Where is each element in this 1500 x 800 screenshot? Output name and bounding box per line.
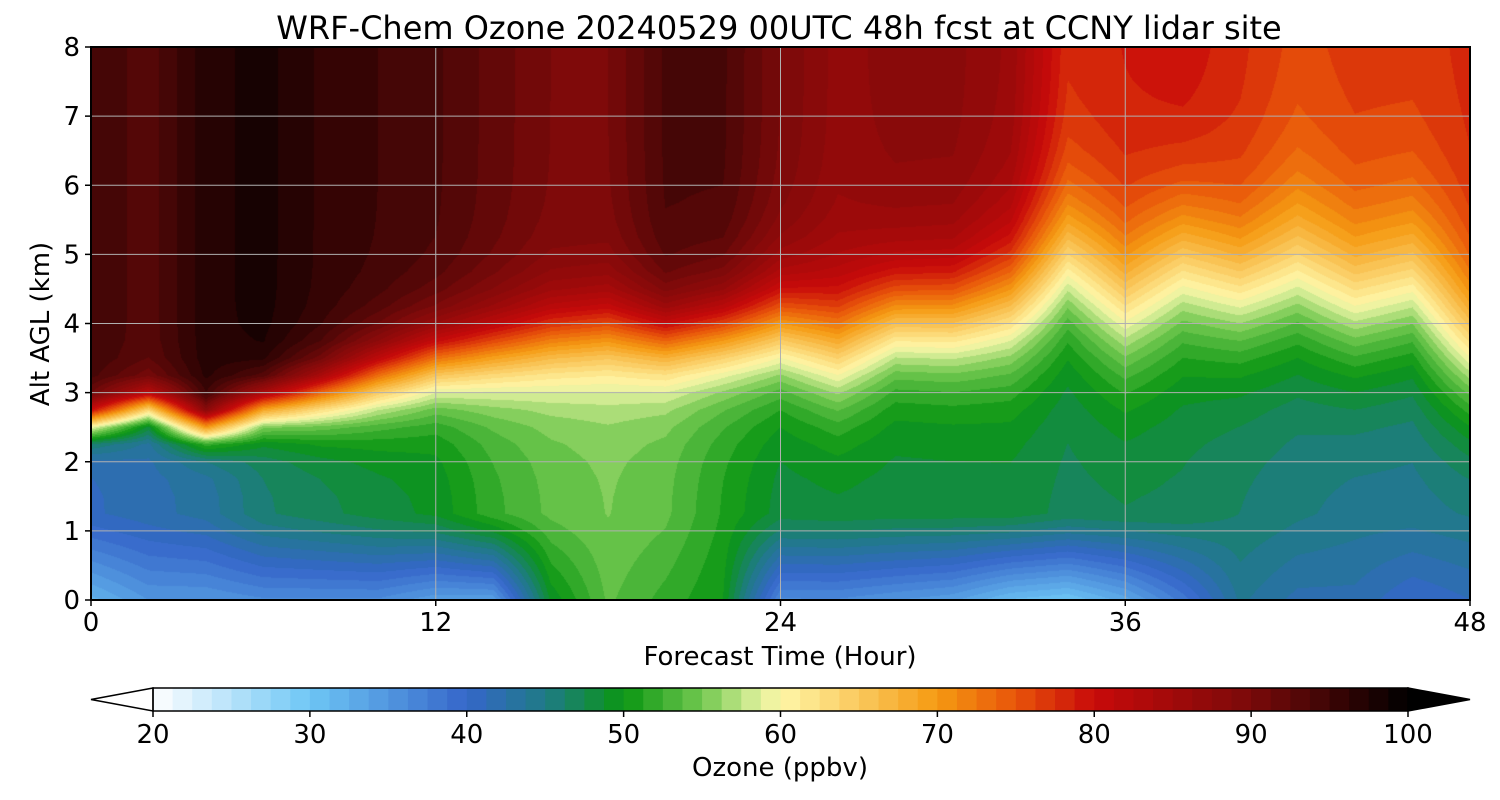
colorbar-segment <box>1251 688 1272 711</box>
y-tick-label: 8 <box>63 33 80 63</box>
colorbar-segment <box>525 688 546 711</box>
colorbar-segment <box>917 688 938 711</box>
colorbar-segment <box>368 688 389 711</box>
colorbar-tick-label: 90 <box>1235 720 1268 750</box>
colorbar-segment <box>682 688 703 711</box>
colorbar-tick-label: 30 <box>293 720 326 750</box>
y-tick-label: 7 <box>63 102 80 132</box>
colorbar-segment <box>956 688 978 711</box>
colorbar-segment <box>1055 688 1076 711</box>
colorbar-segment <box>898 688 919 711</box>
grid-lines <box>91 47 1470 600</box>
colorbar-segment <box>839 688 860 711</box>
colorbar-label: Ozone (ppbv) <box>692 753 868 783</box>
x-axis: 0 12 24 36 48 <box>83 600 1487 638</box>
colorbar-segment <box>1133 688 1154 711</box>
colorbar-segment <box>800 688 821 711</box>
colorbar-segment <box>466 688 487 711</box>
y-tick-label: 5 <box>63 240 80 270</box>
colorbar-segment <box>388 688 409 711</box>
colorbar-segment <box>251 688 272 711</box>
colorbar-segment <box>231 688 252 711</box>
colorbar: 20 30 40 50 60 70 80 90 100 <box>90 687 1471 750</box>
colorbar-segment <box>741 688 762 711</box>
colorbar-segment <box>662 688 684 711</box>
x-axis-label: Forecast Time (Hour) <box>643 642 916 672</box>
colorbar-tick-label: 80 <box>1078 720 1111 750</box>
colorbar-segment <box>349 688 370 711</box>
colorbar-segment <box>564 688 586 711</box>
colorbar-segment <box>290 688 311 711</box>
colorbar-segment <box>976 688 997 711</box>
colorbar-segment <box>447 688 468 711</box>
colorbar-segment <box>643 688 664 711</box>
colorbar-segment <box>858 688 880 711</box>
colorbar-segment <box>1211 688 1233 711</box>
y-tick-label: 3 <box>63 379 80 409</box>
colorbar-segment <box>1172 688 1193 711</box>
colorbar-segment <box>996 688 1017 711</box>
colorbar-segment <box>309 688 331 711</box>
colorbar-tick-label: 70 <box>921 720 954 750</box>
colorbar-segment <box>584 688 605 711</box>
y-tick-label: 1 <box>63 517 80 547</box>
colorbar-segment <box>270 688 291 711</box>
colorbar-tick-label: 50 <box>607 720 640 750</box>
colorbar-segment <box>329 688 350 711</box>
colorbar-segment <box>878 688 899 711</box>
colorbar-segment <box>192 688 213 711</box>
colorbar-segment <box>486 688 507 711</box>
colorbar-segment <box>780 688 801 711</box>
colorbar-segment <box>1329 688 1350 711</box>
y-axis: 0 1 2 3 4 5 6 7 8 <box>63 33 91 616</box>
x-tick-label: 12 <box>419 608 452 638</box>
colorbar-segment <box>623 688 644 711</box>
x-tick-label: 24 <box>764 608 797 638</box>
colorbar-low-extend <box>90 687 154 712</box>
y-tick-label: 4 <box>63 310 80 340</box>
colorbar-segment <box>819 688 840 711</box>
colorbar-segment <box>937 688 958 711</box>
colorbar-segment <box>1192 688 1213 711</box>
colorbar-segment <box>211 688 233 711</box>
colorbar-segment <box>1349 688 1370 711</box>
y-tick-label: 2 <box>63 448 80 478</box>
colorbar-segment <box>1074 688 1095 711</box>
y-tick-label: 0 <box>63 586 80 616</box>
colorbar-segment <box>1015 688 1037 711</box>
colorbar-segment <box>427 688 448 711</box>
colorbar-segment <box>702 688 723 711</box>
colorbar-segment <box>1231 688 1252 711</box>
colorbar-segment <box>1153 688 1174 711</box>
colorbar-segment <box>760 688 782 711</box>
x-tick-label: 0 <box>83 608 100 638</box>
colorbar-segment <box>1388 688 1409 711</box>
colorbar-segment <box>604 688 625 711</box>
y-tick-label: 6 <box>63 171 80 201</box>
colorbar-high-extend <box>1407 687 1471 712</box>
colorbar-tick-label: 20 <box>136 720 169 750</box>
x-tick-label: 36 <box>1109 608 1142 638</box>
colorbar-tick-label: 60 <box>764 720 797 750</box>
colorbar-segment <box>1094 688 1115 711</box>
colorbar-segment <box>1113 688 1135 711</box>
colorbar-segment <box>153 688 174 711</box>
colorbar-segment <box>721 688 742 711</box>
colorbar-segment <box>1368 688 1389 711</box>
colorbar-segment <box>1309 688 1331 711</box>
colorbar-segment <box>505 688 527 711</box>
colorbar-tick-label: 100 <box>1383 720 1433 750</box>
colorbar-segment <box>1035 688 1056 711</box>
x-tick-label: 48 <box>1453 608 1486 638</box>
y-axis-label: Alt AGL (km) <box>26 242 56 406</box>
colorbar-segment <box>1270 688 1291 711</box>
chart-title: WRF-Chem Ozone 20240529 00UTC 48h fcst a… <box>276 9 1281 47</box>
colorbar-segment <box>407 688 429 711</box>
colorbar-segment <box>172 688 193 711</box>
colorbar-segment <box>545 688 566 711</box>
colorbar-segment <box>1290 688 1311 711</box>
colorbar-tick-label: 40 <box>450 720 483 750</box>
